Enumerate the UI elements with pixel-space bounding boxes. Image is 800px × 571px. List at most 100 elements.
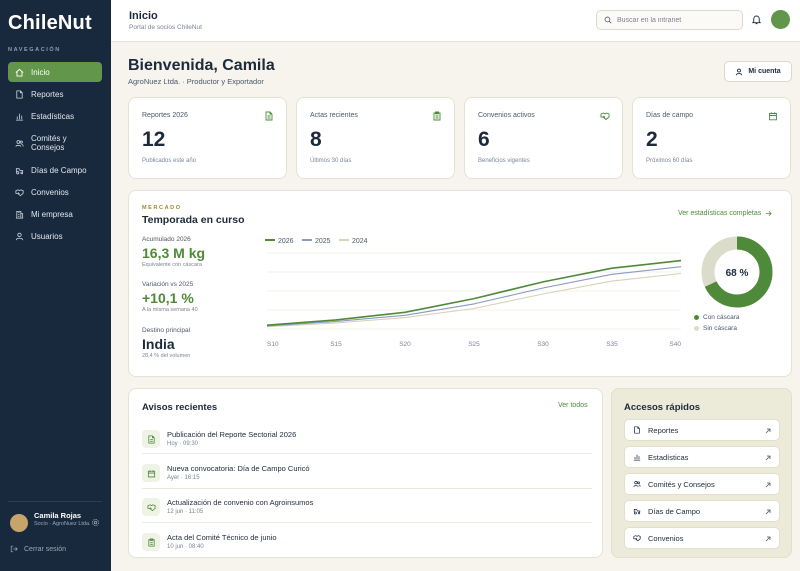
see-all-link[interactable]: Ver todos	[558, 402, 588, 409]
notice-item[interactable]: Actualización de convenio con Agroinsumo…	[142, 495, 592, 525]
sidebar-item-estadisticas[interactable]: Estadísticas	[8, 106, 102, 126]
notice-meta: Hoy · 09:30	[167, 441, 199, 447]
quick-link-label: Estadísticas	[648, 452, 689, 462]
donut-legend: Con cáscara Sin cáscara	[694, 312, 740, 334]
x-tick-label: S30	[537, 341, 549, 348]
full-stats-label: Ver estadísticas completas	[678, 210, 762, 217]
logo[interactable]: ChileNut	[8, 12, 92, 34]
metric-note: Equivalente con cáscara	[142, 262, 202, 268]
notice-divider	[142, 522, 592, 523]
x-tick-label: S10	[267, 341, 279, 348]
sidebar-item-comites[interactable]: Comités y Consejos	[8, 128, 102, 158]
handshake-icon	[146, 503, 156, 511]
sidebar-item-reportes[interactable]: Reportes	[8, 84, 102, 104]
welcome-subtitle: AgroNuez Ltda. · Productor y Exportador	[128, 77, 264, 86]
notice-meta: 10 jun · 08:40	[167, 544, 204, 550]
x-tick-label: S35	[606, 341, 618, 348]
page-subtitle: Portal de socios ChileNut	[129, 24, 202, 31]
arrow-up-right-icon	[765, 428, 771, 434]
user-icon	[736, 68, 743, 75]
bell-icon[interactable]	[751, 14, 762, 25]
my-account-button[interactable]: Mi cuenta	[724, 61, 792, 82]
metric-value: +10,1 %	[142, 290, 194, 306]
notice-icon-box	[142, 533, 160, 551]
notice-title: Acta del Comité Técnico de junio	[167, 533, 277, 542]
welcome-title: Bienvenida, Camila	[128, 57, 275, 74]
gear-icon[interactable]	[91, 518, 100, 527]
x-tick-label: S15	[330, 341, 342, 348]
season-line-chart: 2026 2025 2024 S10 S15 S20 S25 S30 S35 S40	[265, 238, 682, 348]
shell-donut-chart: 68 %	[701, 236, 773, 308]
user-card: Camila Rojas Socio · AgroNuez Ltda.	[10, 510, 102, 538]
series-line-2024	[266, 272, 682, 328]
metric-note: 28,4 % del volumen	[142, 353, 191, 359]
quick-link-convenios[interactable]: Convenios	[624, 527, 780, 549]
quick-access-panel: Accesos rápidos Reportes Estadísticas Co…	[611, 388, 792, 558]
notice-item[interactable]: Acta del Comité Técnico de junio 10 jun …	[142, 530, 592, 560]
notice-icon-box	[142, 498, 160, 516]
tractor-icon	[15, 167, 24, 174]
sidebar-item-label: Días de Campo	[31, 165, 87, 175]
full-stats-link[interactable]: Ver estadísticas completas	[678, 210, 772, 217]
sidebar-item-label: Convenios	[31, 187, 69, 197]
metric-label: Acumulado 2026	[142, 236, 191, 243]
quick-link-dias-de-campo[interactable]: Días de Campo	[624, 500, 780, 522]
sidebar-item-mi-empresa[interactable]: Mi empresa	[8, 204, 102, 224]
header-avatar[interactable]	[771, 10, 790, 29]
notice-title: Actualización de convenio con Agroinsumo…	[167, 498, 314, 507]
user-name: Camila Rojas	[34, 511, 82, 520]
avatar[interactable]	[10, 514, 28, 532]
quick-link-reportes[interactable]: Reportes	[624, 419, 780, 441]
x-tick-label: S25	[468, 341, 480, 348]
sidebar-item-usuarios[interactable]: Usuarios	[8, 226, 102, 246]
clipboard-icon	[147, 537, 155, 547]
stat-card-reportes[interactable]: Reportes 2026 12 Publicados este año	[128, 97, 287, 179]
notice-item[interactable]: Publicación del Reporte Sectorial 2026 H…	[142, 427, 592, 457]
quick-link-estadisticas[interactable]: Estadísticas	[624, 446, 780, 468]
arrow-up-right-icon	[765, 482, 771, 488]
sidebar-item-label: Reportes	[31, 89, 64, 99]
notice-divider	[142, 488, 592, 489]
sidebar-item-dias-de-campo[interactable]: Días de Campo	[8, 160, 102, 180]
stat-label: Días de campo	[646, 112, 694, 119]
metric-value: 16,3 M kg	[142, 245, 206, 261]
search-input[interactable]	[617, 16, 732, 24]
calendar-icon	[769, 112, 777, 121]
logout-button[interactable]: Cerrar sesión	[10, 545, 66, 553]
stat-card-dias-campo[interactable]: Días de campo 2 Próximos 60 días	[632, 97, 791, 179]
user-icon	[15, 232, 24, 240]
notice-item[interactable]: Nueva convocatoria: Día de Campo Curicó …	[142, 461, 592, 491]
x-tick-label: S20	[399, 341, 411, 348]
nav-caption: NAVEGACIÓN	[8, 47, 61, 53]
building-icon	[15, 210, 24, 219]
sidebar-item-inicio[interactable]: Inicio	[8, 62, 102, 82]
notice-title: Publicación del Reporte Sectorial 2026	[167, 430, 297, 439]
stat-label: Actas recientes	[310, 112, 358, 119]
stat-value: 12	[142, 128, 166, 151]
sidebar-divider	[8, 501, 102, 502]
market-panel: MERCADO Temporada en curso Ver estadísti…	[128, 190, 792, 377]
quick-link-comites[interactable]: Comités y Consejos	[624, 473, 780, 495]
stat-note: Publicados este año	[142, 158, 197, 164]
donut-center-label: 68 %	[726, 268, 749, 279]
calendar-icon	[147, 469, 155, 477]
bar-chart-icon	[15, 113, 24, 121]
notice-meta: Ayer · 16:15	[167, 475, 200, 481]
donut-legend-label: Sin cáscara	[703, 325, 737, 332]
stat-card-actas[interactable]: Actas recientes 8 Últimos 30 días	[296, 97, 455, 179]
users-icon	[15, 139, 24, 147]
search-box	[596, 10, 743, 30]
stat-card-convenios[interactable]: Convenios activos 6 Beneficios vigentes	[464, 97, 623, 179]
document-icon	[265, 111, 273, 121]
sidebar-item-convenios[interactable]: Convenios	[8, 182, 102, 202]
document-icon	[16, 89, 23, 99]
stat-label: Reportes 2026	[142, 112, 188, 119]
quick-access-title: Accesos rápidos	[624, 402, 701, 413]
metric-label: Destino principal	[142, 327, 191, 334]
legend-label-2026: 2026	[278, 238, 294, 245]
top-header: Inicio Portal de socios ChileNut	[111, 0, 800, 42]
document-icon	[634, 426, 640, 434]
stat-note: Últimos 30 días	[310, 158, 352, 164]
user-role: Socio · AgroNuez Ltda.	[34, 521, 91, 527]
metric-destination: Destino principal India 28,4 % del volum…	[142, 327, 190, 359]
